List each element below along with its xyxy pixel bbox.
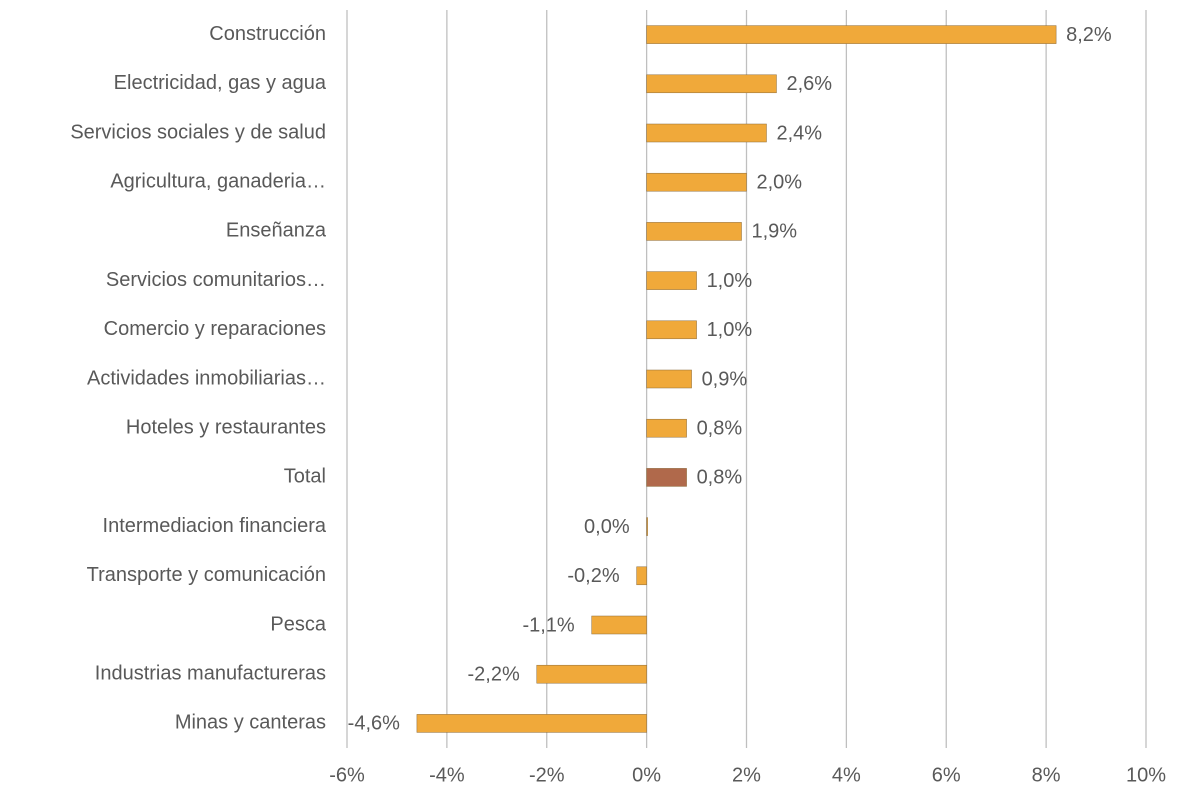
bar	[416, 714, 647, 733]
bar	[646, 222, 742, 241]
bar	[646, 25, 1057, 44]
bar	[646, 369, 692, 389]
bar	[646, 172, 747, 192]
bar	[646, 418, 687, 438]
data-label: -0,2%	[567, 565, 619, 587]
x-tick-label: 10%	[1126, 764, 1166, 786]
data-label: -4,6%	[348, 713, 400, 735]
bar	[646, 468, 687, 487]
y-tick-label: Total	[284, 466, 326, 488]
x-tick-label: 0%	[632, 764, 661, 786]
data-label: 2,4%	[776, 122, 822, 144]
y-tick-label: Servicios comunitarios…	[106, 269, 326, 291]
data-label: 0,8%	[697, 417, 743, 439]
bar	[536, 664, 647, 684]
y-tick-label: Construcción	[209, 23, 326, 45]
y-tick-label: Intermediacion financiera	[103, 515, 327, 537]
y-tick-label: Pesca	[270, 613, 326, 635]
data-label: 1,9%	[752, 221, 798, 243]
data-label: 1,0%	[707, 270, 753, 292]
y-tick-label: Electricidad, gas y agua	[114, 72, 327, 94]
bar	[591, 615, 647, 635]
x-tick-label: -6%	[329, 764, 365, 786]
bar	[646, 517, 648, 536]
x-tick-label: 8%	[1032, 764, 1061, 786]
data-label: -1,1%	[522, 614, 574, 636]
x-tick-label: -4%	[429, 764, 465, 786]
x-tick-label: 6%	[932, 764, 961, 786]
data-label: 2,0%	[757, 171, 803, 193]
x-tick-label: 4%	[832, 764, 861, 786]
y-tick-label: Agricultura, ganaderia…	[110, 170, 326, 192]
y-tick-label: Hoteles y restaurantes	[126, 416, 326, 438]
bar	[646, 320, 697, 340]
bar	[646, 271, 697, 290]
data-label: 0,8%	[697, 467, 743, 489]
bar	[646, 123, 767, 143]
data-label: 0,0%	[584, 516, 630, 538]
data-label: 0,9%	[702, 368, 748, 390]
x-tick-label: 2%	[732, 764, 761, 786]
y-tick-label: Actividades inmobiliarias…	[87, 367, 326, 389]
y-tick-label: Servicios sociales y de salud	[70, 121, 326, 143]
data-label: 2,6%	[786, 73, 832, 95]
y-tick-label: Comercio y reparaciones	[104, 318, 326, 340]
y-tick-label: Minas y canteras	[175, 712, 326, 734]
data-label: 8,2%	[1066, 24, 1112, 46]
x-tick-label: -2%	[529, 764, 565, 786]
data-label: -2,2%	[468, 663, 520, 685]
y-tick-label: Enseñanza	[226, 220, 327, 242]
bar	[646, 74, 777, 94]
data-label: 1,0%	[707, 319, 753, 341]
y-tick-label: Industrias manufactureras	[95, 662, 326, 684]
y-tick-label: Transporte y comunicación	[87, 564, 326, 586]
bar	[636, 566, 647, 586]
